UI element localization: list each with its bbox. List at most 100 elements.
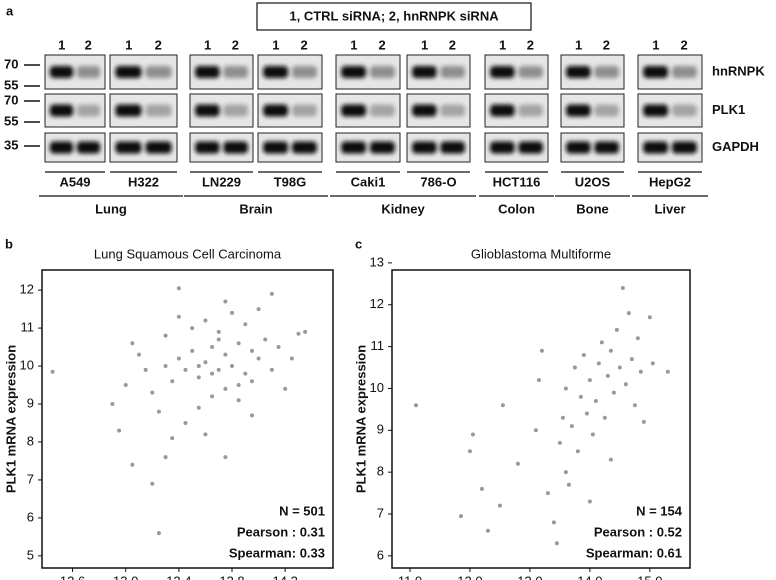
x-tick-label: 13.4 xyxy=(166,573,191,580)
point xyxy=(249,413,254,418)
legend-box xyxy=(256,2,532,31)
point xyxy=(143,367,148,372)
point xyxy=(623,382,628,387)
band xyxy=(145,104,172,117)
point xyxy=(249,379,254,384)
point xyxy=(130,341,135,346)
point xyxy=(283,386,288,391)
band xyxy=(412,66,437,78)
annotation: Spearman: 0.61 xyxy=(586,545,682,560)
point xyxy=(223,455,228,460)
panel-label: a xyxy=(6,3,14,18)
band xyxy=(440,141,465,154)
point xyxy=(243,371,248,376)
marker-label: 55 xyxy=(4,77,18,92)
band xyxy=(223,66,248,78)
lane-label: 2 xyxy=(449,37,456,52)
band xyxy=(115,141,142,154)
tissue-label: Colon xyxy=(498,201,535,216)
point xyxy=(256,356,261,361)
y-tick-label: 13 xyxy=(370,254,384,269)
point xyxy=(269,367,274,372)
band xyxy=(518,66,543,78)
y-tick-label: 12 xyxy=(20,282,34,297)
x-tick-label: 12.0 xyxy=(457,573,482,580)
lane-label: 1 xyxy=(272,37,279,52)
point xyxy=(243,322,248,327)
y-tick-label: 6 xyxy=(27,509,34,524)
point xyxy=(176,314,181,319)
marker-label: 70 xyxy=(4,92,18,107)
point xyxy=(196,364,201,369)
band xyxy=(566,141,591,154)
point xyxy=(545,491,550,496)
point xyxy=(626,311,631,316)
point xyxy=(137,352,141,357)
legend-text: 1, CTRL siRNA; 2, hnRNPK siRNA xyxy=(289,8,499,23)
point xyxy=(50,369,55,374)
point xyxy=(581,352,586,357)
x-tick-label: 14.0 xyxy=(577,573,602,580)
lane-label: 1 xyxy=(58,37,65,52)
protein-label: PLK1 xyxy=(712,102,745,117)
point xyxy=(413,403,418,408)
band xyxy=(643,66,669,78)
band xyxy=(643,104,669,117)
y-tick-label: 10 xyxy=(370,380,384,395)
point xyxy=(554,541,559,546)
point xyxy=(150,481,155,486)
point xyxy=(210,371,215,376)
annotation: N = 154 xyxy=(636,503,683,518)
point xyxy=(296,331,301,336)
point xyxy=(470,432,475,437)
annotation: Pearson : 0.31 xyxy=(237,524,325,539)
point xyxy=(216,329,221,334)
point xyxy=(647,315,652,320)
y-tick-label: 11 xyxy=(371,338,385,353)
band xyxy=(490,141,515,154)
point xyxy=(515,461,520,466)
band xyxy=(223,104,248,117)
chart-title: Lung Squamous Cell Carcinoma xyxy=(94,246,282,261)
point xyxy=(593,399,598,404)
point xyxy=(608,348,613,353)
panel-label: c xyxy=(355,236,362,251)
point xyxy=(611,390,616,395)
y-tick-label: 9 xyxy=(27,395,34,410)
y-tick-label: 6 xyxy=(377,547,384,562)
point xyxy=(163,455,168,460)
band xyxy=(369,66,395,78)
tissue-label: Brain xyxy=(239,201,272,216)
point xyxy=(203,432,208,437)
marker-label: 35 xyxy=(4,137,18,152)
point xyxy=(566,482,571,487)
point xyxy=(190,326,195,331)
point xyxy=(497,503,502,508)
band xyxy=(49,104,74,117)
point xyxy=(190,348,195,353)
point xyxy=(479,486,484,491)
point xyxy=(563,470,568,475)
point xyxy=(500,403,505,408)
point xyxy=(223,299,228,304)
point xyxy=(117,428,122,433)
point xyxy=(536,378,541,383)
annotation: N = 501 xyxy=(279,503,325,518)
x-tick-label: 14.2 xyxy=(273,573,298,580)
band xyxy=(49,141,74,154)
band xyxy=(490,66,515,78)
cell-line-label: H322 xyxy=(128,174,159,189)
point xyxy=(533,428,538,433)
band xyxy=(594,141,619,154)
point xyxy=(196,405,201,410)
band xyxy=(594,104,619,117)
point xyxy=(578,394,583,399)
x-tick-label: 11.0 xyxy=(398,573,422,580)
point xyxy=(263,337,268,342)
point xyxy=(210,394,215,399)
band xyxy=(145,66,172,78)
tissue-label: Kidney xyxy=(381,201,425,216)
band xyxy=(518,141,543,154)
point xyxy=(584,411,589,416)
x-tick-label: 13.0 xyxy=(517,573,542,580)
